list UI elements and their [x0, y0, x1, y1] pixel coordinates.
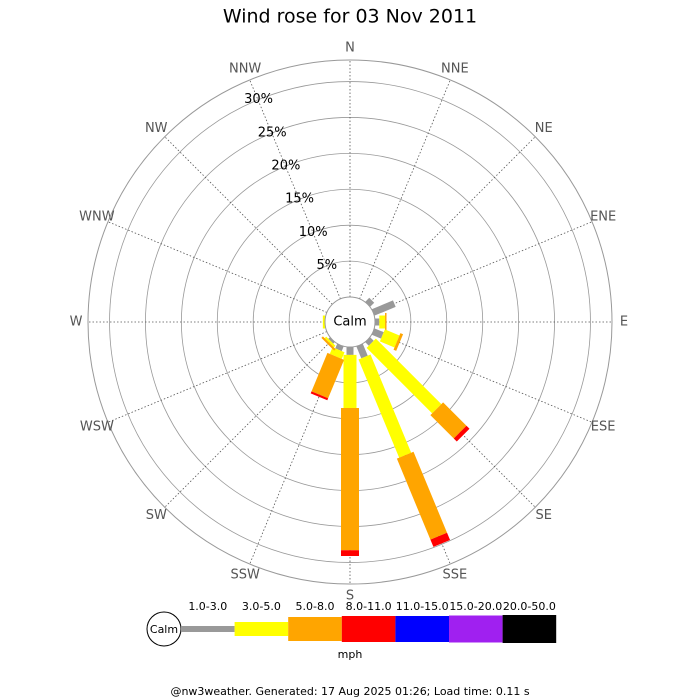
direction-label: NNW [229, 61, 261, 76]
direction-label: SE [536, 508, 552, 523]
direction-label: SSW [230, 568, 260, 583]
r-tick-label: 30% [244, 92, 273, 107]
direction-label: E [620, 315, 628, 330]
legend-label: 5.0-8.0 [296, 600, 335, 613]
direction-label: WNW [79, 210, 115, 225]
bar-segment [321, 336, 336, 351]
spoke [367, 136, 536, 305]
bar-segment [365, 337, 374, 346]
bar-segment [371, 300, 396, 316]
bar-segment [379, 329, 400, 348]
bar-segment [393, 333, 404, 351]
bar-segment [335, 343, 344, 352]
direction-label: W [70, 315, 83, 330]
direction-label: SSE [442, 568, 467, 583]
legend-label: 11.0-15.0 [396, 600, 449, 613]
spoke [107, 331, 328, 423]
calm-label: Calm [333, 315, 366, 330]
legend-swatch [234, 622, 289, 636]
spoke [359, 79, 451, 300]
spoke [164, 339, 333, 508]
legend-label: 1.0-3.0 [188, 600, 227, 613]
spoke [372, 221, 593, 313]
spoke [164, 136, 333, 305]
chart-title: Wind rose for 03 Nov 2011 [223, 6, 477, 28]
spoke [249, 79, 341, 300]
direction-label: SW [146, 508, 167, 523]
legend-swatch [288, 617, 342, 641]
bar-segment [396, 451, 448, 540]
direction-label: NNE [441, 61, 469, 76]
bar-segment [329, 347, 345, 359]
bar-segment [430, 532, 451, 547]
direction-label: ENE [590, 210, 616, 225]
bar-segment [324, 336, 336, 348]
r-tick-label: 10% [299, 225, 328, 240]
legend-calm-label: Calm [150, 623, 178, 636]
bar-segment [366, 338, 442, 414]
footer: @nw3weather. Generated: 17 Aug 2025 01:2… [170, 685, 529, 698]
bar-segment [365, 297, 375, 307]
direction-label: ESE [591, 419, 616, 434]
r-tick-label: 5% [317, 258, 338, 273]
unit-label: mph [338, 648, 363, 661]
outer-ring [87, 59, 613, 585]
r-tick-label: 20% [271, 159, 300, 174]
bar-segment [310, 391, 329, 401]
r-tick-label: 25% [258, 125, 287, 140]
legend-swatch [341, 616, 396, 642]
direction-label: N [345, 41, 355, 56]
legend-swatch [181, 626, 235, 632]
legend-swatch [502, 615, 557, 643]
legend-label: 15.0-20.0 [449, 600, 502, 613]
direction-label: S [346, 589, 354, 604]
spoke [372, 331, 593, 423]
bar-segment [358, 354, 412, 458]
bar-segment [430, 402, 467, 439]
direction-label: NE [535, 121, 553, 136]
legend-label: 3.0-5.0 [242, 600, 281, 613]
r-tick-label: 15% [285, 192, 314, 207]
direction-label: WSW [80, 419, 114, 434]
direction-label: NW [145, 121, 168, 136]
calm-circle [324, 296, 376, 348]
spoke [107, 221, 328, 313]
bar-segment [371, 328, 384, 339]
bar-segment [453, 425, 470, 442]
legend-swatch [395, 616, 449, 642]
legend-swatch [449, 615, 503, 643]
legend-label: 20.0-50.0 [503, 600, 556, 613]
legend-label: 8.0-11.0 [346, 600, 392, 613]
bar-segment [356, 343, 368, 359]
grid-ring [109, 81, 591, 563]
bar-segment [311, 352, 345, 399]
